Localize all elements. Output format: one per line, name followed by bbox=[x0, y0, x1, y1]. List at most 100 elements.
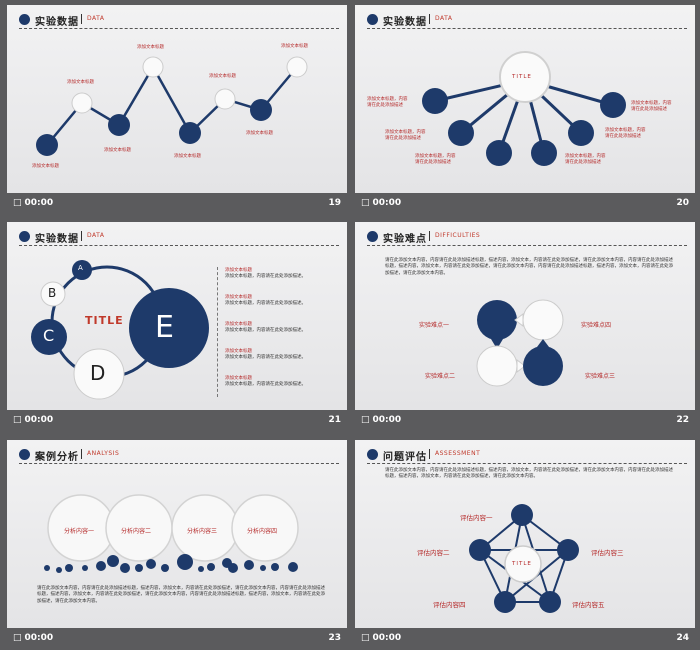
white-node bbox=[73, 348, 125, 400]
slide-20-cell[interactable]: 实验数据 DATA TITLE 添加文本标题，内容 请在此处添加描述 添 bbox=[355, 5, 695, 213]
slide-title: 问题评估 bbox=[383, 452, 427, 463]
slide-24: 问题评估 ASSESSMENT 请在此添加文本内容，内容请在此处添加描述标题，描… bbox=[355, 440, 695, 628]
header-dot-icon bbox=[367, 231, 378, 242]
navy-node bbox=[523, 346, 563, 386]
slide-footer: □ 00:00 22 bbox=[355, 412, 695, 430]
square-mark-icon: □ bbox=[13, 415, 22, 425]
slide-subtitle: DATA bbox=[87, 232, 105, 239]
slide-subtitle: DIFFICULTIES bbox=[435, 232, 481, 239]
white-node bbox=[522, 299, 564, 341]
header-dashed-line bbox=[19, 463, 339, 464]
difficulty-label: 实验难点三 bbox=[585, 373, 616, 380]
slide-19-cell[interactable]: 实验数据 DATA 添加文本标题 添加文本标题 添加文本标题 添加文本标题 添加… bbox=[7, 5, 347, 213]
square-mark-icon: □ bbox=[361, 198, 370, 208]
assessment-label: 评估内容四 bbox=[433, 601, 466, 609]
slide-title: 实验数据 bbox=[383, 17, 427, 28]
header-separator bbox=[429, 449, 430, 459]
slide-title: 实验数据 bbox=[35, 234, 79, 245]
right-text: 添加文本标题，内容 请在此处添加描述 bbox=[605, 128, 646, 139]
difficulty-label: 实验难点二 bbox=[425, 373, 456, 380]
header-dot-icon bbox=[19, 449, 30, 460]
navy-node bbox=[72, 260, 92, 280]
slide-header: 实验数据 DATA bbox=[367, 13, 687, 29]
navy-node bbox=[31, 319, 67, 355]
navy-node bbox=[477, 300, 517, 340]
navy-node bbox=[494, 591, 516, 613]
right-text: 添加文本标题，内容 请在此处添加描述 bbox=[631, 101, 672, 112]
slide-subtitle: ASSESSMENT bbox=[435, 450, 481, 457]
analysis-label: 分析内容一 bbox=[64, 528, 95, 535]
slide-subtitle: ANALYSIS bbox=[87, 450, 120, 457]
analysis-label: 分析内容四 bbox=[247, 528, 278, 535]
white-node bbox=[286, 56, 308, 78]
page-number: 23 bbox=[328, 633, 341, 643]
assessment-label: 评估内容一 bbox=[460, 514, 493, 522]
left-text: 添加文本标题，内容 请在此处添加描述 bbox=[385, 130, 426, 141]
letter-a: A bbox=[78, 264, 83, 272]
header-dashed-line bbox=[19, 28, 339, 29]
slide-header: 实验数据 DATA bbox=[19, 13, 339, 29]
square-mark-icon: □ bbox=[13, 633, 22, 643]
center-title: TITLE bbox=[85, 314, 124, 327]
letter-c: C bbox=[43, 326, 55, 345]
slide-subtitle: DATA bbox=[435, 15, 453, 22]
node-label: 添加文本标题 bbox=[246, 131, 273, 136]
node-label: 添加文本标题 bbox=[209, 74, 236, 79]
square-mark-icon: □ bbox=[13, 198, 22, 208]
footer-time: □ 00:00 bbox=[13, 633, 54, 643]
slide-footer: □ 00:00 24 bbox=[355, 630, 695, 648]
slide-19: 实验数据 DATA 添加文本标题 添加文本标题 添加文本标题 添加文本标题 添加… bbox=[7, 5, 347, 193]
list-item: 添加文本标题 添加文本标题，内容请在此处添加描述。 bbox=[225, 376, 306, 387]
right-text: 添加文本标题，内容 请在此处添加描述 bbox=[565, 154, 606, 165]
slide-21-cell[interactable]: 实验数据 DATA A B C D E TITLE 添加文本标题 添加文本标题，… bbox=[7, 222, 347, 430]
left-text: 添加文本标题，内容 请在此处添加描述 bbox=[415, 154, 456, 165]
slide-22-cell[interactable]: 实验难点 DIFFICULTIES 请在此添加文本内容，内容请在此处添加描述标题… bbox=[355, 222, 695, 430]
page-number: 20 bbox=[676, 198, 689, 208]
slide-21: 实验数据 DATA A B C D E TITLE 添加文本标题 添加文本标题，… bbox=[7, 222, 347, 410]
slide-header: 实验数据 DATA bbox=[19, 230, 339, 246]
slide-header: 实验难点 DIFFICULTIES bbox=[367, 230, 687, 246]
navy-node bbox=[129, 288, 209, 368]
intro-paragraph: 请在此添加文本内容，内容请在此处添加描述标题，描述内容，添加文本，内容请在此处添… bbox=[385, 258, 673, 276]
item-list: 添加文本标题 添加文本标题，内容请在此处添加描述。 添加文本标题 添加文本标题，… bbox=[217, 267, 337, 397]
white-node bbox=[71, 92, 93, 114]
white-node bbox=[231, 494, 299, 562]
node-label: 添加文本标题 bbox=[174, 154, 201, 159]
slide-23-cell[interactable]: 案例分析 ANALYSIS 分析内容一 分析内容二 分析内容三 分析内容四 请在 bbox=[7, 440, 347, 648]
node-label: 添加文本标题 bbox=[67, 80, 94, 85]
header-dot-icon bbox=[367, 14, 378, 25]
hub-diagram bbox=[422, 51, 626, 166]
assessment-label: 评估内容五 bbox=[572, 601, 605, 609]
navy-node bbox=[568, 120, 594, 146]
center-circle bbox=[504, 545, 542, 583]
navy-node bbox=[511, 504, 533, 526]
header-dashed-line bbox=[367, 463, 687, 464]
assessment-diagram bbox=[469, 504, 579, 613]
slide-24-cell[interactable]: 问题评估 ASSESSMENT 请在此添加文本内容，内容请在此处添加描述标题，描… bbox=[355, 440, 695, 648]
letter-d: D bbox=[90, 361, 106, 385]
header-dashed-line bbox=[367, 245, 687, 246]
header-separator bbox=[429, 231, 430, 241]
header-separator bbox=[81, 14, 82, 24]
navy-node bbox=[486, 140, 512, 166]
analysis-diagram bbox=[44, 494, 299, 573]
slide-title: 案例分析 bbox=[35, 452, 79, 463]
header-separator bbox=[429, 14, 430, 24]
navy-node bbox=[557, 539, 579, 561]
letter-e: E bbox=[155, 310, 174, 345]
white-node bbox=[142, 56, 164, 78]
slide-title: 实验难点 bbox=[383, 234, 427, 245]
intro-paragraph: 请在此添加文本内容，内容请在此处添加描述标题，描述内容，添加文本，内容请在此处添… bbox=[385, 468, 673, 480]
footer-time: □ 00:00 bbox=[361, 633, 402, 643]
difficulty-label: 实验难点一 bbox=[419, 322, 450, 329]
page-number: 21 bbox=[328, 415, 341, 425]
difficulty-label: 实验难点四 bbox=[581, 322, 612, 329]
node-label: 添加文本标题 bbox=[281, 44, 308, 49]
slide-22: 实验难点 DIFFICULTIES 请在此添加文本内容，内容请在此处添加描述标题… bbox=[355, 222, 695, 410]
navy-node bbox=[469, 539, 491, 561]
navy-node bbox=[179, 122, 201, 144]
slide-header: 案例分析 ANALYSIS bbox=[19, 448, 339, 464]
white-node bbox=[214, 88, 236, 110]
list-item: 添加文本标题 添加文本标题，内容请在此处添加描述。 bbox=[225, 322, 306, 333]
slide-title: 实验数据 bbox=[35, 17, 79, 28]
